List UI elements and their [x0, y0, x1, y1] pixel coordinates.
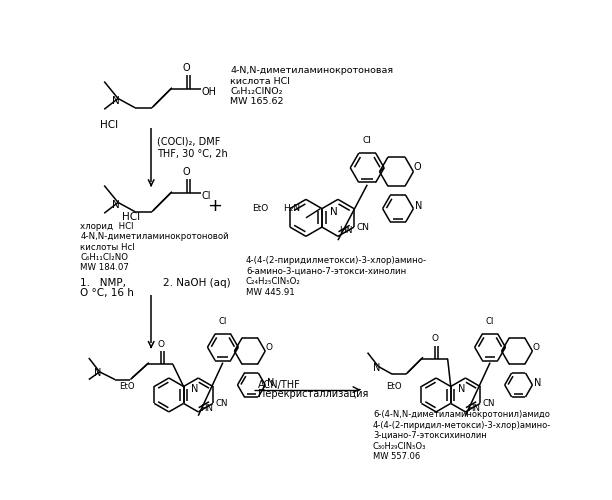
- Text: 1.   NMP,: 1. NMP,: [80, 278, 126, 288]
- Text: (COCl)₂, DMF
THF, 30 °C, 2h: (COCl)₂, DMF THF, 30 °C, 2h: [157, 137, 227, 158]
- Text: HCl: HCl: [122, 212, 140, 222]
- Text: CN: CN: [356, 222, 369, 232]
- Text: OH: OH: [201, 88, 216, 98]
- Text: ACN/THF: ACN/THF: [258, 380, 301, 390]
- Text: Cl: Cl: [486, 318, 494, 326]
- Text: Cl: Cl: [363, 136, 371, 144]
- Text: Cl: Cl: [218, 318, 227, 326]
- Text: EtO: EtO: [252, 204, 269, 213]
- Text: O: O: [432, 334, 439, 344]
- Text: N: N: [112, 96, 119, 106]
- Text: 4-(4-(2-пиридилметокси)-3-хлор)амино-
6-амино-3-циано-7-этокси-хинолин
C₂₄H₂₅ClN: 4-(4-(2-пиридилметокси)-3-хлор)амино- 6-…: [246, 256, 427, 296]
- Text: хлорид  HCl
4-N,N-диметиламинокротоновой
кислоты Hcl
C₆H₁₁Cl₂NO
MW 184.07: хлорид HCl 4-N,N-диметиламинокротоновой …: [80, 222, 229, 272]
- Text: Перекристаллизация: Перекристаллизация: [258, 389, 368, 399]
- Text: O: O: [183, 167, 190, 177]
- Text: CN: CN: [215, 399, 228, 408]
- Text: 2. NaOH (aq): 2. NaOH (aq): [163, 278, 230, 288]
- Text: +: +: [207, 198, 223, 216]
- Text: N: N: [373, 363, 381, 373]
- Text: EtO: EtO: [387, 382, 402, 391]
- Text: 6-(4-N,N-диметиламинокротонил)амидо
4-(4-(2-пиридил-метокси)-3-хлор)амино-
3-циа: 6-(4-N,N-диметиламинокротонил)амидо 4-(4…: [373, 410, 551, 461]
- Text: HCl: HCl: [100, 120, 118, 130]
- Text: N: N: [534, 378, 542, 388]
- Text: O: O: [414, 162, 421, 172]
- Text: N: N: [267, 378, 274, 388]
- Text: N: N: [94, 368, 102, 378]
- Text: Cl: Cl: [201, 192, 211, 202]
- Text: 4-N,N-диметиламинокротоновая
кислота HCl
C₆H₁₂ClNO₂
MW 165.62: 4-N,N-диметиламинокротоновая кислота HCl…: [231, 66, 394, 106]
- Text: O: O: [158, 340, 165, 349]
- Text: CN: CN: [482, 399, 495, 408]
- Text: N: N: [112, 200, 119, 210]
- Text: N: N: [458, 384, 465, 394]
- Text: EtO: EtO: [119, 382, 135, 391]
- Text: N: N: [415, 202, 422, 211]
- Text: O: O: [532, 342, 539, 351]
- Text: H₂N: H₂N: [283, 204, 300, 213]
- Text: O: O: [265, 342, 272, 351]
- Text: N: N: [191, 384, 198, 394]
- Text: HN: HN: [467, 404, 480, 412]
- Text: O °C, 16 h: O °C, 16 h: [80, 288, 134, 298]
- Text: HN: HN: [340, 226, 353, 234]
- Text: N: N: [330, 207, 338, 217]
- Text: O: O: [183, 63, 190, 73]
- Text: HN: HN: [200, 404, 213, 412]
